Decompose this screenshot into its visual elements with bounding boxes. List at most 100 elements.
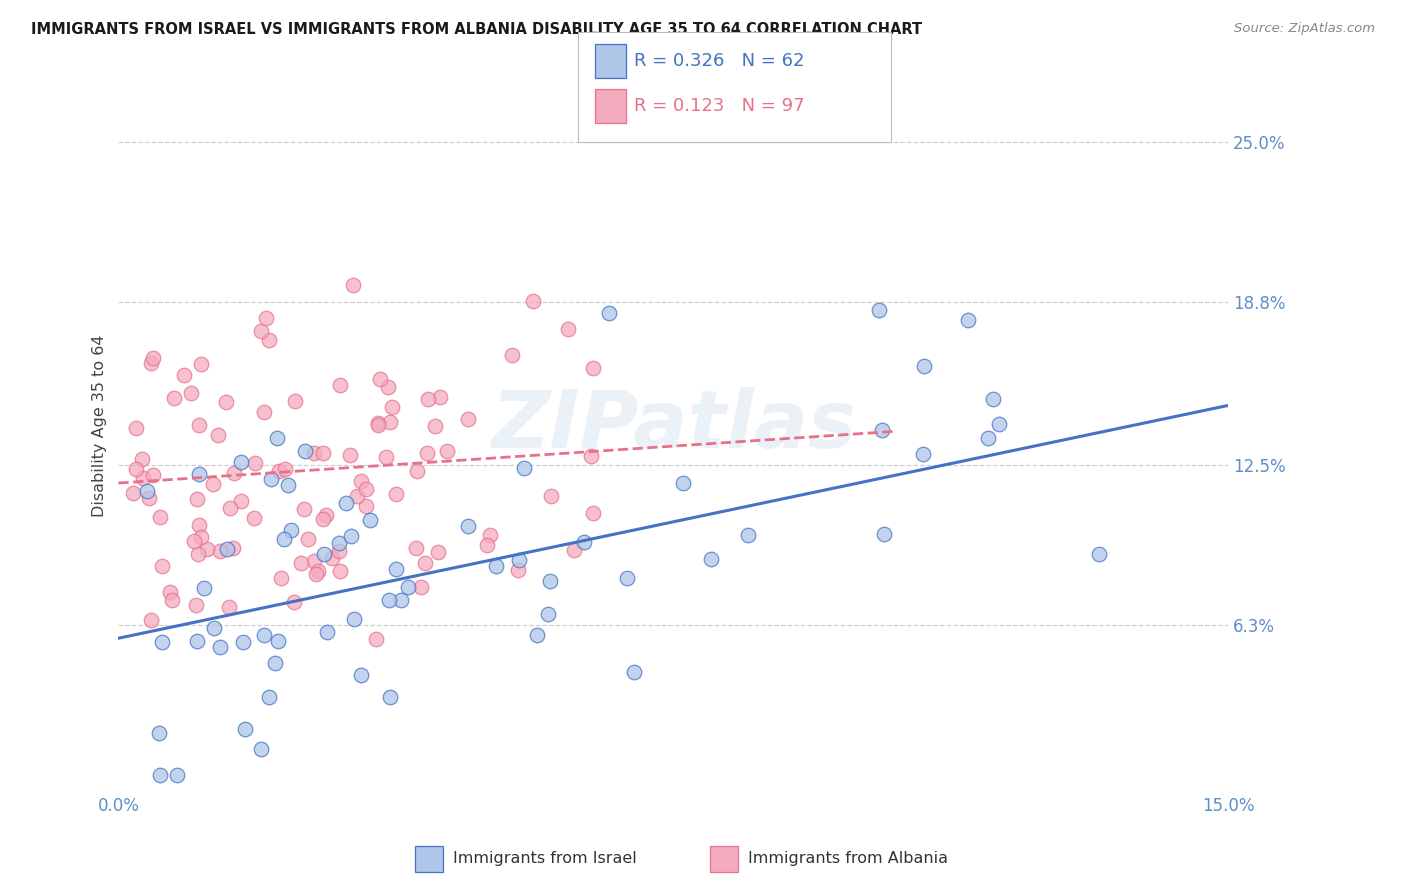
Point xyxy=(581,360,603,375)
Point xyxy=(142,351,165,366)
Point xyxy=(405,541,427,556)
Point xyxy=(380,415,402,429)
Point xyxy=(340,528,363,542)
Point xyxy=(186,491,208,506)
Point xyxy=(870,423,893,437)
Point xyxy=(508,553,530,567)
Point xyxy=(329,564,352,578)
Point xyxy=(737,527,759,541)
Point xyxy=(277,478,299,492)
Text: R = 0.123   N = 97: R = 0.123 N = 97 xyxy=(634,97,804,115)
Point xyxy=(243,511,266,525)
Point xyxy=(297,532,319,546)
Point xyxy=(328,544,350,558)
Point xyxy=(131,452,153,467)
Point xyxy=(342,278,364,293)
Point xyxy=(501,348,523,362)
Point xyxy=(378,593,401,607)
Point xyxy=(540,489,562,503)
Text: Immigrants from Israel: Immigrants from Israel xyxy=(453,852,637,866)
Text: Immigrants from Albania: Immigrants from Albania xyxy=(748,852,948,866)
Point xyxy=(983,392,1005,406)
Point xyxy=(977,431,1000,445)
Point xyxy=(166,768,188,782)
Point xyxy=(245,456,267,470)
Point xyxy=(290,556,312,570)
Point xyxy=(623,665,645,679)
Point xyxy=(429,390,451,404)
Text: R = 0.326   N = 62: R = 0.326 N = 62 xyxy=(634,52,804,70)
Point xyxy=(354,483,377,497)
Point xyxy=(131,470,153,484)
Point xyxy=(381,401,404,415)
Point xyxy=(350,475,373,489)
Point xyxy=(294,444,316,458)
Point xyxy=(315,508,337,522)
Point xyxy=(911,447,934,461)
Point xyxy=(366,632,388,646)
Point xyxy=(173,368,195,382)
Point xyxy=(148,510,170,524)
Point xyxy=(384,486,406,500)
Point xyxy=(253,405,276,419)
Point xyxy=(231,493,253,508)
Point xyxy=(368,371,391,385)
Point xyxy=(354,499,377,513)
Point xyxy=(125,421,148,435)
Point xyxy=(260,472,283,486)
Point xyxy=(349,668,371,682)
Point xyxy=(208,544,231,558)
Point xyxy=(233,722,256,736)
Point xyxy=(193,581,215,595)
Point xyxy=(304,446,326,460)
Point xyxy=(148,726,170,740)
Point xyxy=(562,543,585,558)
Point xyxy=(266,431,288,445)
Point xyxy=(457,519,479,533)
Point xyxy=(957,312,980,326)
Point xyxy=(343,612,366,626)
Point xyxy=(457,412,479,426)
Point xyxy=(270,571,292,585)
Point xyxy=(188,467,211,482)
Point xyxy=(868,302,890,317)
Point xyxy=(416,392,439,406)
Point xyxy=(218,600,240,615)
Point xyxy=(274,462,297,476)
Text: IMMIGRANTS FROM ISRAEL VS IMMIGRANTS FROM ALBANIA DISABILITY AGE 35 TO 64 CORREL: IMMIGRANTS FROM ISRAEL VS IMMIGRANTS FRO… xyxy=(31,22,922,37)
Point xyxy=(253,628,276,642)
Point xyxy=(377,379,399,393)
Point xyxy=(215,542,238,557)
Point xyxy=(257,333,280,347)
Point xyxy=(141,613,163,627)
Point xyxy=(183,534,205,549)
Point xyxy=(537,607,560,622)
Point xyxy=(367,416,389,430)
Point xyxy=(328,535,350,549)
Point xyxy=(307,564,329,578)
Point xyxy=(139,356,162,370)
Point xyxy=(579,449,602,463)
Point xyxy=(427,544,450,558)
Point xyxy=(416,446,439,460)
Point xyxy=(142,467,165,482)
Point xyxy=(572,534,595,549)
Point xyxy=(582,506,605,520)
Point xyxy=(267,634,290,648)
Point xyxy=(195,542,218,557)
Point xyxy=(1088,547,1111,561)
Point xyxy=(190,530,212,544)
Point xyxy=(384,562,406,576)
Point xyxy=(136,483,159,498)
Point xyxy=(229,455,252,469)
Point xyxy=(479,528,502,542)
Point xyxy=(160,593,183,607)
Point xyxy=(378,690,401,705)
Point xyxy=(221,541,243,555)
Point xyxy=(264,657,287,671)
Point xyxy=(315,625,337,640)
Point xyxy=(150,635,173,649)
Text: Source: ZipAtlas.com: Source: ZipAtlas.com xyxy=(1234,22,1375,36)
Point xyxy=(180,386,202,401)
Point xyxy=(208,640,231,654)
